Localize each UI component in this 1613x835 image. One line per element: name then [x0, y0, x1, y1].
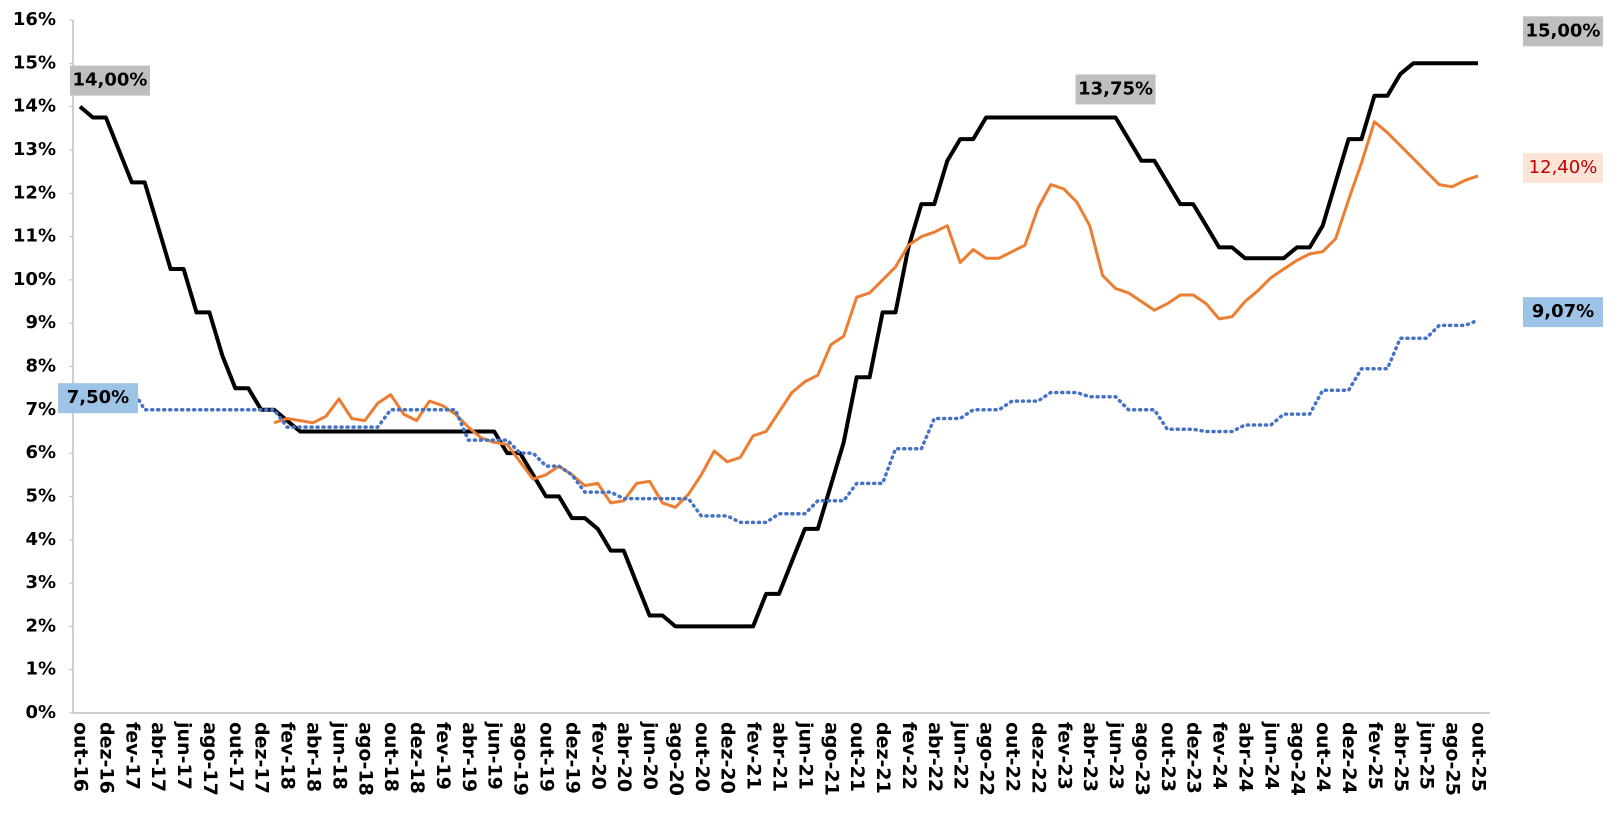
- x-tick-label: ago-24: [1286, 722, 1308, 796]
- x-tick-label: out-20: [691, 722, 713, 792]
- y-tick-label: 7%: [25, 399, 56, 420]
- series-line: [78, 61, 1478, 629]
- x-tick-label: fev-24: [1209, 722, 1231, 790]
- x-tick-label: ago-17: [199, 722, 221, 796]
- x-tick-label: jun-25: [1416, 721, 1438, 790]
- y-tick-label: 15%: [13, 52, 56, 73]
- x-tick-label: out-25: [1468, 722, 1490, 792]
- x-tick-label: abr-24: [1235, 722, 1257, 792]
- data-label-box: [1523, 297, 1603, 328]
- y-tick-label: 16%: [13, 9, 56, 30]
- y-tick-label: 9%: [25, 312, 56, 333]
- x-tick-label: jun-23: [1105, 721, 1127, 790]
- data-label-box: [1523, 152, 1603, 183]
- x-tick-label: dez-23: [1183, 722, 1205, 794]
- x-tick-label: jun-22: [950, 721, 972, 790]
- x-tick-label: fev-20: [587, 722, 609, 790]
- x-tick-label: abr-22: [924, 722, 946, 792]
- y-tick-label: 8%: [25, 356, 56, 377]
- x-tick-label: jun-18: [328, 721, 350, 790]
- data-label-text: 15,00%: [1526, 20, 1601, 41]
- x-tick-label: fev-21: [743, 722, 765, 790]
- x-tick-label: ago-19: [510, 722, 532, 796]
- x-tick-label: ago-23: [1131, 722, 1153, 796]
- x-tick-label: fev-19: [432, 722, 454, 790]
- x-tick-label: abr-19: [458, 722, 480, 792]
- x-tick-label: dez-24: [1338, 722, 1360, 794]
- x-tick-label: ago-21: [820, 722, 842, 796]
- x-tick-label: jun-21: [794, 721, 816, 790]
- x-tick-label: dez-22: [1027, 722, 1049, 794]
- x-tick-label: dez-19: [561, 722, 583, 794]
- x-tick-label: jun-19: [484, 721, 506, 790]
- data-label: 9,07%: [1523, 297, 1603, 328]
- x-tick-label: dez-18: [406, 722, 428, 794]
- y-tick-label: 13%: [13, 139, 56, 160]
- x-tick-label: dez-17: [251, 722, 273, 794]
- y-tick-label: 10%: [13, 269, 56, 290]
- y-tick-label: 11%: [13, 226, 56, 247]
- data-label-box: [70, 65, 150, 96]
- x-tick-label: out-16: [70, 722, 92, 792]
- y-tick-label: 1%: [25, 659, 56, 680]
- x-tick-label: dez-20: [717, 722, 739, 794]
- y-tick-label: 0%: [25, 702, 56, 723]
- x-tick-label: fev-23: [1053, 722, 1075, 790]
- x-tick-label: dez-21: [872, 722, 894, 794]
- data-label: 15,00%: [1523, 16, 1603, 47]
- x-tick-label: out-23: [1157, 722, 1179, 792]
- x-tick-label: abr-23: [1079, 722, 1101, 792]
- x-tick-label: out-19: [536, 722, 558, 792]
- data-label: 14,00%: [70, 65, 150, 96]
- x-tick-label: jun-20: [639, 721, 661, 790]
- x-tick-label: dez-16: [95, 722, 117, 794]
- x-tick-label: jun-17: [173, 721, 195, 790]
- data-label-text: 9,07%: [1532, 301, 1594, 322]
- y-tick-label: 14%: [13, 96, 56, 117]
- x-tick-label: out-21: [846, 722, 868, 792]
- y-tick-label: 5%: [25, 485, 56, 506]
- x-tick-label: abr-25: [1390, 722, 1412, 792]
- y-tick-label: 3%: [25, 572, 56, 593]
- data-label-box: [1075, 74, 1156, 105]
- data-label-text: 7,50%: [67, 387, 129, 408]
- x-tick-label: abr-21: [769, 722, 791, 792]
- x-tick-label: fev-18: [277, 722, 299, 790]
- x-tick-label: abr-18: [303, 722, 325, 792]
- data-label-box: [1523, 16, 1603, 47]
- data-label-box: [58, 383, 138, 414]
- x-tick-label: jun-24: [1260, 721, 1282, 790]
- x-tick-label: abr-20: [613, 722, 635, 792]
- data-label-text: 14,00%: [73, 70, 148, 91]
- y-tick-label: 12%: [13, 182, 56, 203]
- y-tick-label: 2%: [25, 615, 56, 636]
- x-tick-label: fev-17: [121, 722, 143, 790]
- x-tick-label: out-22: [1002, 722, 1024, 792]
- x-tick-label: ago-22: [976, 722, 998, 796]
- x-tick-label: out-24: [1312, 722, 1334, 792]
- data-label: 7,50%: [58, 383, 138, 414]
- x-tick-label: fev-25: [1364, 722, 1386, 790]
- series-line: [273, 120, 1479, 509]
- data-label: 13,75%: [1075, 74, 1156, 105]
- x-tick-label: out-17: [225, 722, 247, 792]
- x-tick-label: ago-18: [354, 722, 376, 796]
- x-tick-label: fev-22: [898, 722, 920, 790]
- y-tick-label: 4%: [25, 529, 56, 550]
- x-tick-label: out-18: [380, 722, 402, 792]
- series-line: [78, 318, 1480, 525]
- data-label-text: 12,40%: [1529, 157, 1598, 178]
- data-label: 12,40%: [1523, 152, 1603, 183]
- x-tick-label: ago-20: [665, 722, 687, 796]
- x-tick-label: ago-25: [1442, 722, 1464, 796]
- y-tick-label: 6%: [25, 442, 56, 463]
- data-label-text: 13,75%: [1078, 78, 1153, 99]
- x-tick-label: abr-17: [147, 722, 169, 792]
